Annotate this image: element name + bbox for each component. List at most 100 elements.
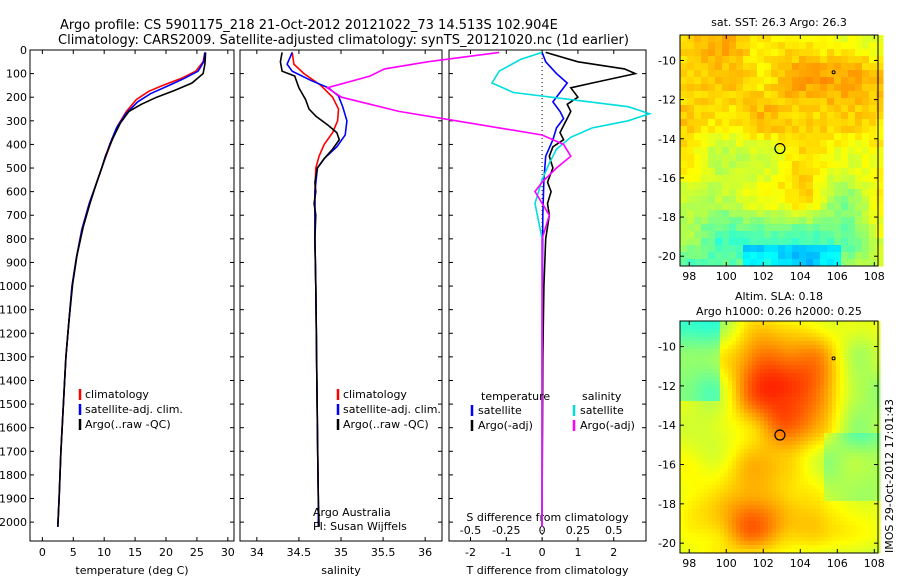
heatmap-cell bbox=[836, 505, 841, 510]
heatmap-cell bbox=[862, 49, 870, 57]
heatmap-cell bbox=[852, 345, 857, 350]
heatmap-cell bbox=[869, 42, 877, 50]
heatmap-cell bbox=[844, 465, 849, 470]
heatmap-cell bbox=[743, 161, 751, 169]
heatmap-cell bbox=[704, 533, 709, 538]
heatmap-cell bbox=[840, 537, 845, 542]
heatmap-cell bbox=[799, 154, 807, 162]
heatmap-cell bbox=[708, 357, 713, 362]
heatmap-cell bbox=[856, 541, 861, 546]
heatmap-cell bbox=[860, 365, 865, 370]
heatmap-cell bbox=[708, 369, 713, 374]
heatmap-cell bbox=[744, 521, 749, 526]
heatmap-cell bbox=[776, 425, 781, 430]
heatmap-cell bbox=[724, 329, 729, 334]
heatmap-cell bbox=[860, 445, 865, 450]
heatmap-cell bbox=[764, 469, 769, 474]
heatmap-cell bbox=[687, 175, 695, 183]
heatmap-cell bbox=[740, 493, 745, 498]
heatmap-cell bbox=[750, 182, 758, 190]
heatmap-cell bbox=[756, 397, 761, 402]
heatmap-cell bbox=[841, 196, 849, 204]
heatmap-cell bbox=[757, 161, 765, 169]
heatmap-cell bbox=[736, 417, 741, 422]
heatmap-cell bbox=[772, 465, 777, 470]
heatmap-cell bbox=[800, 373, 805, 378]
heatmap-cell bbox=[816, 497, 821, 502]
heatmap-cell bbox=[716, 521, 721, 526]
heatmap-cell bbox=[784, 509, 789, 514]
heatmap-cell bbox=[828, 385, 833, 390]
heatmap-cell bbox=[724, 393, 729, 398]
heatmap-cell bbox=[724, 513, 729, 518]
heatmap-cell bbox=[720, 325, 725, 330]
heatmap-cell bbox=[840, 517, 845, 522]
heatmap-cell bbox=[788, 501, 793, 506]
heatmap-cell bbox=[784, 489, 789, 494]
heatmap-cell bbox=[836, 357, 841, 362]
heatmap-cell bbox=[828, 373, 833, 378]
heatmap-cell bbox=[848, 397, 853, 402]
heatmap-cell bbox=[862, 91, 870, 99]
heatmap-cell bbox=[684, 521, 689, 526]
heatmap-cell bbox=[764, 140, 772, 148]
heatmap-cell bbox=[820, 377, 825, 382]
heatmap-cell bbox=[800, 393, 805, 398]
heatmap-cell bbox=[743, 63, 751, 71]
heatmap-cell bbox=[748, 473, 753, 478]
heatmap-cell bbox=[828, 509, 833, 514]
heatmap-cell bbox=[834, 84, 842, 92]
heatmap-cell bbox=[696, 445, 701, 450]
heatmap-cell bbox=[856, 485, 861, 490]
heatmap-cell bbox=[832, 485, 837, 490]
heatmap-cell bbox=[744, 497, 749, 502]
heatmap-cell bbox=[780, 533, 785, 538]
heatmap-cell bbox=[708, 63, 716, 71]
heatmap-cell bbox=[827, 140, 835, 148]
heatmap-cell bbox=[748, 529, 753, 534]
heatmap-cell bbox=[684, 433, 689, 438]
heatmap-cell bbox=[760, 489, 765, 494]
heatmap-cell bbox=[869, 133, 877, 141]
heatmap-cell bbox=[720, 341, 725, 346]
heatmap-cell bbox=[862, 196, 870, 204]
heatmap-cell bbox=[696, 381, 701, 386]
heatmap-cell bbox=[828, 405, 833, 410]
heatmap-cell bbox=[824, 549, 829, 554]
heatmap-cell bbox=[716, 489, 721, 494]
heatmap-cell bbox=[680, 245, 688, 253]
y-tick-label: -12 bbox=[658, 380, 676, 393]
heatmap-cell bbox=[708, 182, 716, 190]
heatmap-cell bbox=[872, 545, 877, 550]
heatmap-cell bbox=[816, 369, 821, 374]
heatmap-cell bbox=[744, 337, 749, 342]
top-x-tick-label: 0 bbox=[539, 524, 546, 537]
heatmap-cell bbox=[704, 409, 709, 414]
heatmap-cell bbox=[860, 353, 865, 358]
heatmap-cell bbox=[716, 513, 721, 518]
x-tick-label: 20 bbox=[159, 546, 173, 559]
heatmap-cell bbox=[788, 465, 793, 470]
heatmap-cell bbox=[764, 409, 769, 414]
heatmap-cell bbox=[834, 105, 842, 113]
heatmap-cell bbox=[852, 429, 857, 434]
heatmap-cell bbox=[680, 333, 685, 338]
heatmap-cell bbox=[824, 533, 829, 538]
heatmap-cell bbox=[796, 361, 801, 366]
heatmap-cell bbox=[684, 473, 689, 478]
heatmap-cell bbox=[872, 445, 877, 450]
heatmap-cell bbox=[813, 175, 821, 183]
heatmap-cell bbox=[788, 425, 793, 430]
heatmap-cell bbox=[806, 98, 814, 106]
heatmap-cell bbox=[852, 473, 857, 478]
heatmap-cell bbox=[816, 473, 821, 478]
heatmap-cell bbox=[680, 133, 688, 141]
heatmap-cell bbox=[694, 70, 702, 78]
heatmap-cell bbox=[852, 401, 857, 406]
heatmap-cell bbox=[708, 112, 716, 120]
heatmap-cell bbox=[748, 345, 753, 350]
heatmap-cell bbox=[836, 345, 841, 350]
heatmap-cell bbox=[785, 63, 793, 71]
heatmap-cell bbox=[728, 417, 733, 422]
heatmap-cell bbox=[868, 421, 873, 426]
